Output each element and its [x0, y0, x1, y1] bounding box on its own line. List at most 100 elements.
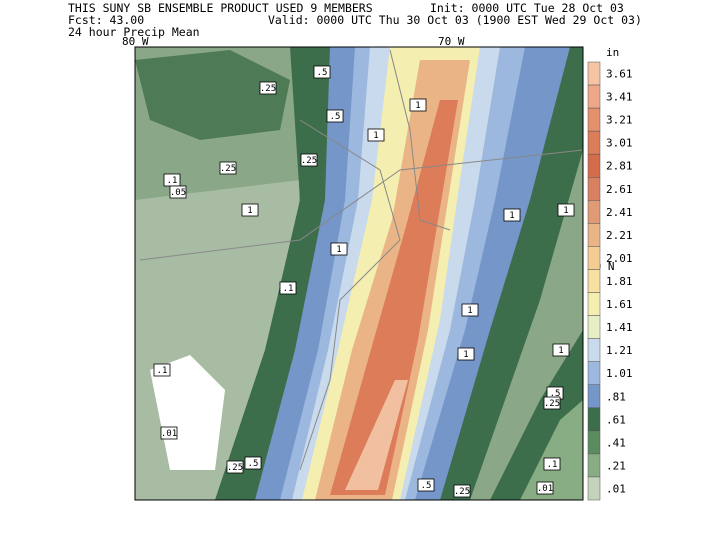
contour-label: .01	[161, 429, 177, 439]
contour-label: .1	[157, 366, 168, 376]
map	[135, 47, 583, 500]
contour-label: .01	[537, 484, 553, 494]
colorbar-label: 2.41	[606, 206, 633, 219]
contour-label: .1	[283, 284, 294, 294]
header-title: THIS SUNY SB ENSEMBLE PRODUCT USED 9 MEM…	[68, 1, 373, 15]
contour-label-box	[552, 343, 570, 357]
colorbar-unit: in	[606, 46, 619, 59]
colorbar-label: .21	[606, 459, 626, 472]
contour-label: 1	[373, 131, 378, 141]
contour-label: .5	[248, 459, 259, 469]
contour-label: 1	[415, 101, 420, 111]
colorbar-swatch	[587, 177, 601, 201]
colorbar-label: 1.01	[606, 367, 633, 380]
contour-label: .5	[330, 112, 341, 122]
contour-label-box	[169, 185, 187, 199]
contour-label-box	[153, 363, 171, 377]
colorbar-swatch	[587, 269, 601, 293]
contour-label: .05	[170, 188, 186, 198]
contour-label: .1	[167, 176, 178, 186]
colorbar-label: 3.01	[606, 137, 633, 150]
contour-label-box	[279, 281, 297, 295]
contour-label-box	[457, 347, 475, 361]
colorbar-swatch	[587, 246, 601, 270]
contour-label-box	[326, 109, 344, 123]
lon-label: 80 W	[122, 35, 149, 48]
colorbar-label: 2.21	[606, 229, 633, 242]
contour-label: .25	[260, 84, 276, 94]
colorbar-label: 3.41	[606, 91, 633, 104]
contour-label: .25	[227, 463, 243, 473]
colorbar-swatch	[587, 407, 601, 432]
colorbar-label: .61	[606, 413, 626, 426]
colorbar-label: .81	[606, 390, 626, 403]
colorbar-swatch	[587, 200, 601, 224]
colorbar-label: .41	[606, 436, 626, 449]
contour-label-box	[367, 128, 385, 142]
colorbar-label: .01	[606, 482, 626, 495]
colorbar-label: 2.81	[606, 160, 633, 173]
contour-label: 1	[463, 350, 468, 360]
header-valid: Valid: 0000 UTC Thu 30 Oct 03 (1900 EST …	[268, 13, 642, 27]
contour-label-box	[219, 161, 237, 175]
contour-label-box	[409, 98, 427, 112]
colorbar-swatch	[587, 61, 601, 86]
contour-label-box	[244, 456, 262, 470]
colorbar-swatch	[587, 384, 601, 409]
contour-label: .25	[454, 487, 470, 497]
contour-label-box	[330, 242, 348, 256]
contour-label: 1	[336, 245, 341, 255]
map-frame	[134, 46, 584, 501]
contour-label-box	[241, 203, 259, 217]
colorbar-label: 2.01	[606, 252, 633, 265]
contour-label-box	[417, 478, 435, 492]
contour-label-box	[543, 457, 561, 471]
colorbar-label: 3.21	[606, 114, 633, 127]
contour-label: .5	[550, 389, 561, 399]
colorbar-label: 2.61	[606, 183, 633, 196]
contour-label-box	[300, 153, 318, 167]
colorbar-swatch	[587, 315, 601, 339]
colorbar-label: 3.61	[606, 68, 633, 81]
colorbar-swatch	[587, 292, 601, 316]
contour-label-box	[536, 481, 554, 495]
contour-label: .1	[547, 460, 558, 470]
contour-label: .25	[220, 164, 236, 174]
colorbar-swatch	[587, 430, 601, 455]
colorbar-swatch	[587, 223, 601, 247]
colorbar-swatch	[587, 338, 601, 362]
colorbar-swatch	[587, 107, 601, 132]
contour-label: .5	[421, 481, 432, 491]
contour-label-box	[259, 81, 277, 95]
colorbar-swatch	[587, 453, 601, 478]
contour-label-box	[160, 426, 178, 440]
contour-label: 1	[558, 346, 563, 356]
contour-label-box	[461, 303, 479, 317]
contour-label: .25	[301, 156, 317, 166]
contour-label-box	[503, 208, 521, 222]
colorbar-swatch	[587, 476, 601, 501]
colorbar-label: 1.81	[606, 275, 633, 288]
header-init: Init: 0000 UTC Tue 28 Oct 03	[430, 1, 624, 15]
contour-label: 1	[509, 211, 514, 221]
colorbar-swatch	[587, 153, 601, 178]
contour-label-box	[557, 203, 575, 217]
contour-label-box	[543, 396, 561, 410]
colorbar-label: 1.41	[606, 321, 633, 334]
contour-label: 1	[467, 306, 472, 316]
colorbar-label: 1.61	[606, 298, 633, 311]
contour-label-box	[226, 460, 244, 474]
header-field: 24 hour Precip Mean	[68, 25, 200, 39]
contour-label-box	[453, 484, 471, 498]
contour-label: 1	[247, 206, 252, 216]
colorbar-swatch	[587, 361, 601, 385]
contour-label: 1	[563, 206, 568, 216]
colorbar-swatch	[587, 84, 601, 109]
contour-label: .25	[544, 399, 560, 409]
lon-label: 70 W	[438, 35, 465, 48]
colorbar-swatch	[587, 130, 601, 155]
contour-label-box	[313, 65, 331, 79]
colorbar-label: 1.21	[606, 344, 633, 357]
contour-label: .5	[317, 68, 328, 78]
